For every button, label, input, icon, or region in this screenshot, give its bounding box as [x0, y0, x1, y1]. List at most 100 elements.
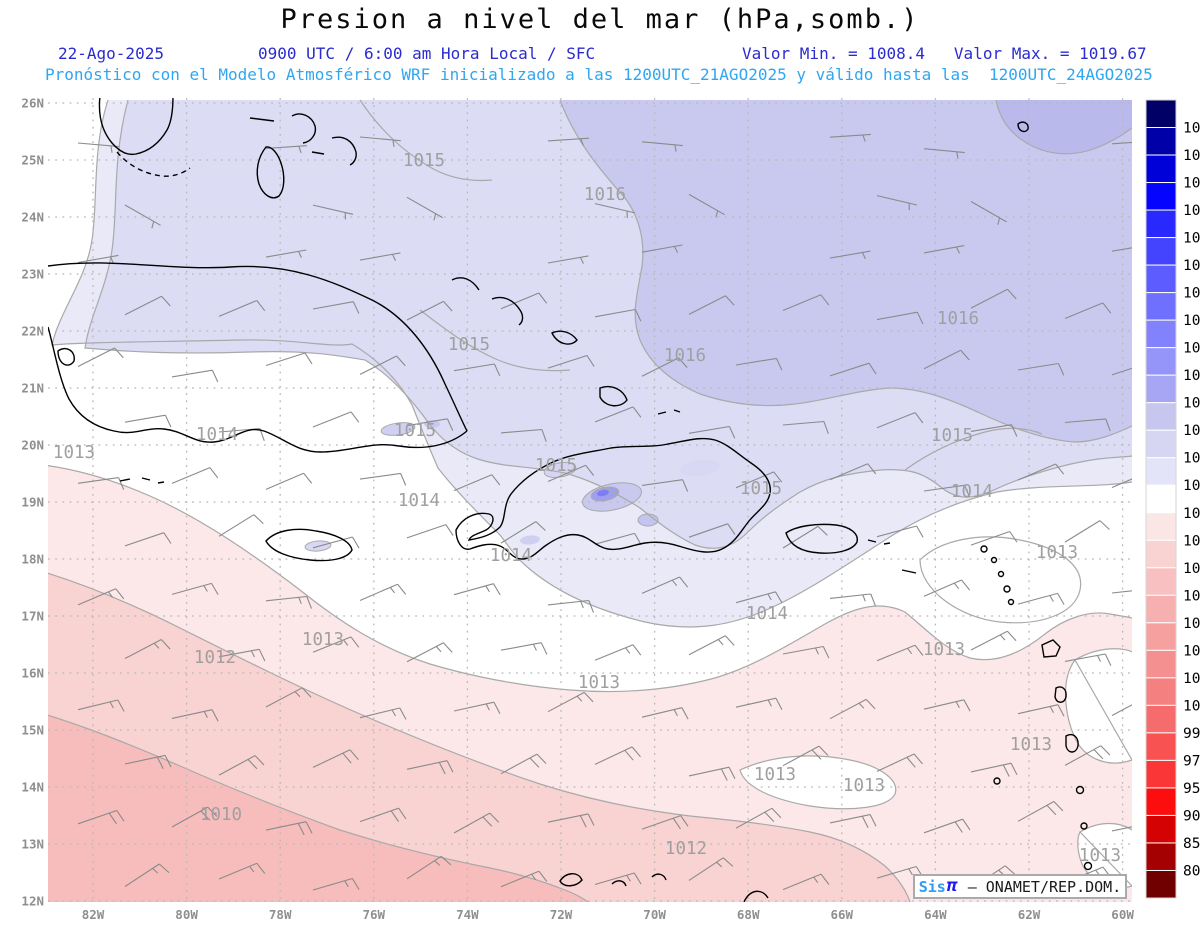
contour-label: 1014	[398, 491, 440, 511]
lon-label: 74W	[456, 907, 479, 922]
contour-label: 1013	[923, 640, 965, 660]
wind-barb	[688, 857, 734, 881]
wind-barb	[876, 753, 923, 772]
lon-label: 82W	[82, 907, 105, 922]
wind-barb	[218, 299, 266, 317]
contour-label: 1013	[53, 443, 95, 463]
wind-barb	[782, 525, 828, 549]
wind-barb	[1111, 141, 1132, 145]
colorbar-cell	[1145, 237, 1177, 266]
terrain-pressure-high	[680, 459, 720, 477]
colorbar-cell	[1145, 594, 1177, 624]
colorbar-tick-label: 1022	[1183, 286, 1200, 302]
forecast-time: 0900 UTC / 6:00 am Hora Local / SFC	[258, 44, 596, 63]
colorbar-cell	[1145, 99, 1177, 129]
wind-barb	[1111, 367, 1132, 376]
florida-keys	[116, 151, 191, 177]
wind-barb	[359, 472, 407, 486]
model-info-line: Pronóstico con el Modelo Atmosférico WRF…	[45, 65, 1153, 84]
wind-barb	[1111, 590, 1132, 594]
lon-label: 70W	[643, 907, 666, 922]
wind-barb	[876, 311, 924, 325]
wind-barb	[171, 709, 219, 722]
map-title: Presion a nivel del mar (hPa,somb.)	[280, 4, 920, 35]
wind-barb	[77, 254, 119, 264]
contour-label: 1013	[754, 765, 796, 785]
colorbar-tick-label: 1035	[1183, 176, 1200, 192]
wind-barb	[829, 698, 876, 720]
small-antille-1	[1003, 585, 1011, 593]
contour-1015-right	[904, 427, 1043, 471]
colorbar-tick-label: 950	[1183, 781, 1200, 797]
wind-barb	[312, 536, 360, 549]
wind-barb	[688, 295, 735, 315]
wind-barb	[171, 582, 219, 595]
wind-barb	[923, 484, 971, 498]
wind-barb	[594, 203, 636, 219]
wind-barb	[77, 142, 119, 153]
dominica	[1054, 686, 1067, 703]
wind-barb	[1017, 592, 1065, 605]
wind-barb	[1064, 653, 1112, 666]
lon-label: 62W	[1018, 907, 1041, 922]
jamaica	[265, 528, 353, 562]
contour-labels: 1015 1015 1015 1015 1015 1015 1016 1016 1016 1014…	[53, 151, 1121, 866]
contour-label: 1014	[746, 604, 788, 624]
wind-barb	[312, 411, 360, 428]
wind-barb	[547, 599, 595, 613]
colorbar-cell	[1145, 429, 1177, 459]
cuba-south-coast	[48, 326, 468, 453]
wind-barb	[312, 636, 360, 653]
colorbar-cell	[1145, 787, 1177, 816]
wind-barb	[641, 357, 688, 377]
colorbar-cell	[1145, 127, 1177, 156]
colorbar-cell	[1145, 677, 1177, 706]
lon-label: 72W	[550, 907, 573, 922]
wind-barb	[641, 815, 689, 830]
colorbar-cell	[1145, 319, 1177, 349]
colorbar: 1050 1040 1035 1030 1028 1025 1022 1020 1019 1018…	[1145, 99, 1200, 899]
wind-barb	[688, 425, 736, 439]
colorbar-tick-label: 1008	[1183, 588, 1200, 604]
colorbar-cell	[1145, 869, 1177, 899]
contour-label: 1014	[951, 482, 993, 502]
wind-barb	[970, 201, 1007, 225]
wind-barb	[594, 644, 642, 661]
wind-barb	[453, 474, 501, 492]
wind-barb	[124, 639, 171, 659]
contour-label: 1015	[535, 456, 577, 476]
lat-label: 25N	[21, 153, 44, 168]
contour-label: 1012	[665, 839, 707, 859]
lat-label: 20N	[21, 438, 44, 453]
region-below-1010	[48, 715, 588, 902]
colorbar-tick-label: 1010	[1183, 561, 1200, 577]
wind-barb	[923, 579, 971, 597]
wind-barb	[500, 521, 546, 544]
contour-label: 1010	[200, 805, 242, 825]
wind-barb	[312, 749, 359, 768]
wind-barb	[547, 464, 595, 483]
colorbar-tick-label: 1000	[1183, 698, 1200, 714]
wind-barb	[782, 294, 830, 312]
colorbar-tick-label: 1004	[1183, 643, 1200, 659]
wind-barb	[406, 855, 452, 880]
plot-area: 1015 1015 1015 1015 1015 1015 1016 1016 1016 1014…	[48, 98, 1132, 902]
contour-label: 1015	[931, 426, 973, 446]
wind-barb	[735, 357, 783, 371]
wind-barb	[641, 479, 689, 492]
colorbar-cell	[1145, 704, 1177, 734]
south-america-tip	[743, 890, 769, 902]
wind-barb	[782, 645, 830, 659]
colorbar-tick-label: 900	[1183, 808, 1200, 824]
montserrat	[990, 556, 998, 564]
colorbar-cell	[1145, 457, 1177, 486]
lat-label: 17N	[21, 609, 44, 624]
long-island	[491, 296, 524, 326]
florida	[98, 98, 174, 156]
wind-barb	[265, 687, 312, 708]
lon-label: 76W	[363, 907, 386, 922]
wind-barb	[453, 701, 501, 714]
colorbar-cell	[1145, 539, 1177, 569]
terrain-pressure-high	[380, 422, 416, 436]
lat-label: 23N	[21, 267, 44, 282]
